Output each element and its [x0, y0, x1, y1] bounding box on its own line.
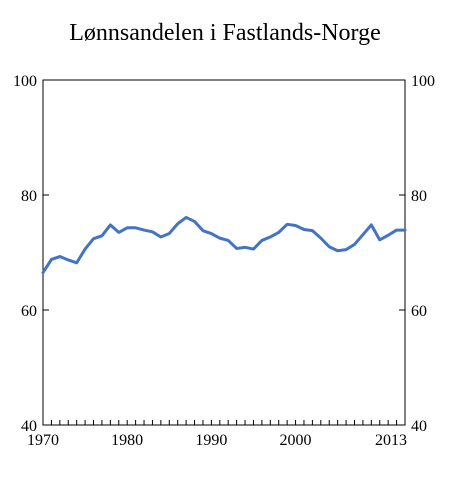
series-layer	[41, 215, 407, 275]
x-tick-label: 1990	[195, 432, 227, 449]
y-tick-label-left: 60	[21, 303, 37, 320]
y-tick-label-right: 100	[411, 73, 435, 90]
y-tick-label-left: 100	[13, 73, 37, 90]
y-tick-label-left: 80	[21, 188, 37, 205]
axes	[42, 79, 406, 426]
plot-frame	[42, 79, 406, 426]
series-line-0	[41, 215, 407, 275]
tick-labels: 40 40 60 60 80 80 100 100 1970 1980 1990 2000 2013	[13, 73, 435, 449]
y-tick-label-right: 80	[411, 188, 427, 205]
chart-title: Lønnsandelen i Fastlands-Norge	[69, 20, 381, 46]
tick-marks	[42, 79, 406, 426]
y-tick-label-right: 40	[411, 418, 427, 435]
x-tick-label: 1980	[111, 432, 143, 449]
x-tick-label: 2013	[375, 432, 407, 449]
y-tick-label-left: 40	[21, 418, 37, 435]
y-tick-label-right: 60	[411, 303, 427, 320]
x-tick-label: 2000	[280, 432, 312, 449]
x-tick-label: 1970	[27, 432, 59, 449]
